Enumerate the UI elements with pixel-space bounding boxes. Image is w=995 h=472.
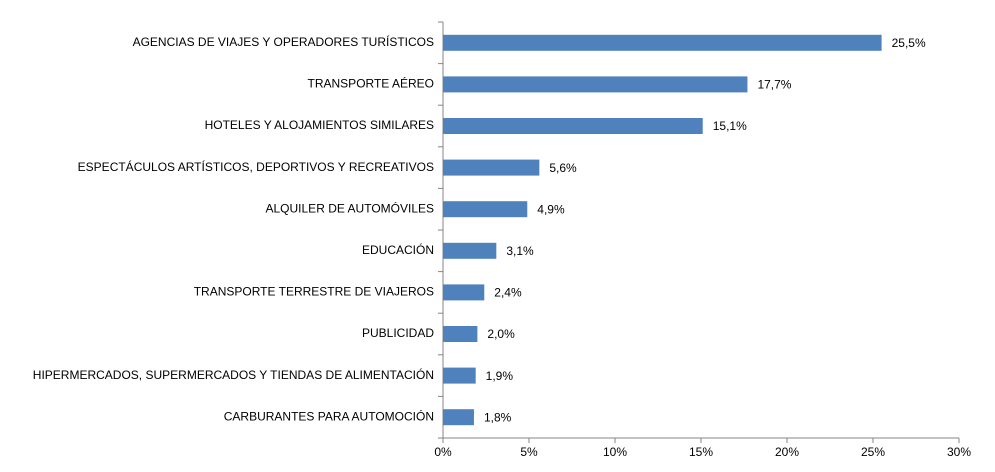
data-label: 2,4% — [494, 286, 522, 300]
y-tick-label: PUBLICIDAD — [362, 326, 434, 340]
y-tick-label: TRANSPORTE AÉREO — [308, 76, 434, 91]
x-tick-label: 10% — [603, 445, 627, 459]
bar — [443, 76, 748, 93]
bar — [443, 284, 485, 301]
bar — [443, 409, 474, 426]
x-tick-label: 30% — [947, 445, 971, 459]
data-label: 17,7% — [757, 78, 791, 92]
x-tick-label: 5% — [520, 445, 538, 459]
bar — [443, 326, 478, 342]
y-tick-label: CARBURANTES PARA AUTOMOCIÓN — [224, 408, 434, 423]
data-label: 3,1% — [506, 244, 534, 258]
y-tick-label: HIPERMERCADOS, SUPERMERCADOS Y TIENDAS D… — [33, 367, 434, 382]
data-label: 1,8% — [484, 410, 512, 424]
y-tick-label: ALQUILER DE AUTOMÓVILES — [266, 200, 435, 215]
y-tick-label: TRANSPORTE TERRESTRE DE VIAJEROS — [194, 285, 434, 299]
x-tick-label: 15% — [689, 445, 713, 459]
data-label: 4,9% — [537, 202, 565, 216]
bar — [443, 201, 528, 218]
y-tick-label: HOTELES Y ALOJAMIENTOS SIMILARES — [205, 118, 434, 132]
bar — [443, 242, 497, 259]
bar — [443, 34, 882, 51]
data-label: 25,5% — [892, 36, 926, 50]
data-label: 2,0% — [487, 327, 515, 341]
data-label: 1,9% — [486, 369, 514, 383]
bar — [443, 159, 540, 176]
x-tick-label: 20% — [775, 445, 799, 459]
x-tick-label: 25% — [861, 445, 885, 459]
y-tick-label: ESPECTÁCULOS ARTÍSTICOS, DEPORTIVOS Y RE… — [78, 159, 434, 174]
bar — [443, 118, 703, 134]
y-tick-label: EDUCACIÓN — [362, 242, 434, 257]
data-label: 15,1% — [713, 119, 747, 133]
bar — [443, 367, 476, 384]
y-tick-label: AGENCIAS DE VIAJES Y OPERADORES TURÍSTIC… — [133, 34, 434, 49]
data-label: 5,6% — [549, 161, 577, 175]
x-tick-label: 0% — [434, 445, 452, 459]
